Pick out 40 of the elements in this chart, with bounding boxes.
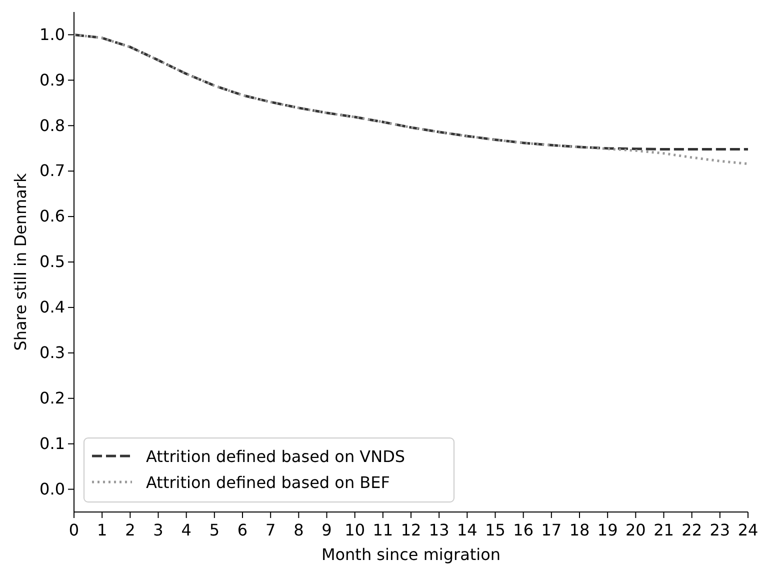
x-tick-label: 5 [209, 520, 220, 540]
legend-label: Attrition defined based on VNDS [146, 447, 406, 466]
x-tick-label: 7 [265, 520, 276, 540]
legend-label: Attrition defined based on BEF [146, 473, 390, 492]
x-tick-label: 3 [153, 520, 164, 540]
x-tick-label: 4 [181, 520, 192, 540]
y-tick-label: 0.6 [40, 206, 65, 226]
x-tick-label: 1 [96, 520, 108, 540]
x-tick-label: 9 [322, 520, 332, 540]
y-axis-title: Share still in Denmark [11, 172, 30, 351]
y-tick-label: 0.2 [40, 388, 65, 408]
x-tick-label: 17 [541, 520, 562, 540]
y-tick-label: 0.3 [40, 343, 65, 362]
x-tick-label: 19 [597, 520, 618, 540]
y-tick-label: 1.0 [40, 24, 65, 44]
x-tick-label: 21 [654, 520, 674, 540]
x-tick-label: 20 [625, 520, 646, 540]
x-tick-label: 23 [710, 520, 730, 540]
y-tick-label: 0.0 [40, 479, 65, 498]
x-tick-label: 15 [485, 520, 506, 540]
x-tick-label: 8 [294, 520, 304, 540]
x-tick-label: 24 [738, 520, 758, 540]
x-tick-label: 2 [125, 520, 136, 540]
x-tick-label: 6 [237, 520, 248, 540]
x-tick-label: 14 [456, 520, 478, 540]
x-tick-label: 0 [68, 520, 80, 540]
x-tick-label: 13 [428, 520, 450, 540]
y-tick-label: 0.4 [40, 298, 65, 317]
y-tick-label: 0.5 [40, 252, 65, 272]
y-tick-label: 0.9 [40, 70, 65, 90]
y-tick-label: 0.8 [40, 116, 65, 135]
x-axis-title: Month since migration [321, 545, 501, 564]
x-tick-label: 18 [569, 520, 590, 540]
y-tick-label: 0.7 [40, 161, 65, 180]
x-tick-label: 22 [682, 520, 702, 540]
x-tick-label: 11 [372, 520, 394, 540]
y-tick-label: 0.1 [40, 434, 65, 453]
x-tick-label: 12 [400, 520, 422, 540]
x-tick-label: 16 [513, 520, 534, 540]
x-tick-label: 10 [344, 520, 366, 540]
